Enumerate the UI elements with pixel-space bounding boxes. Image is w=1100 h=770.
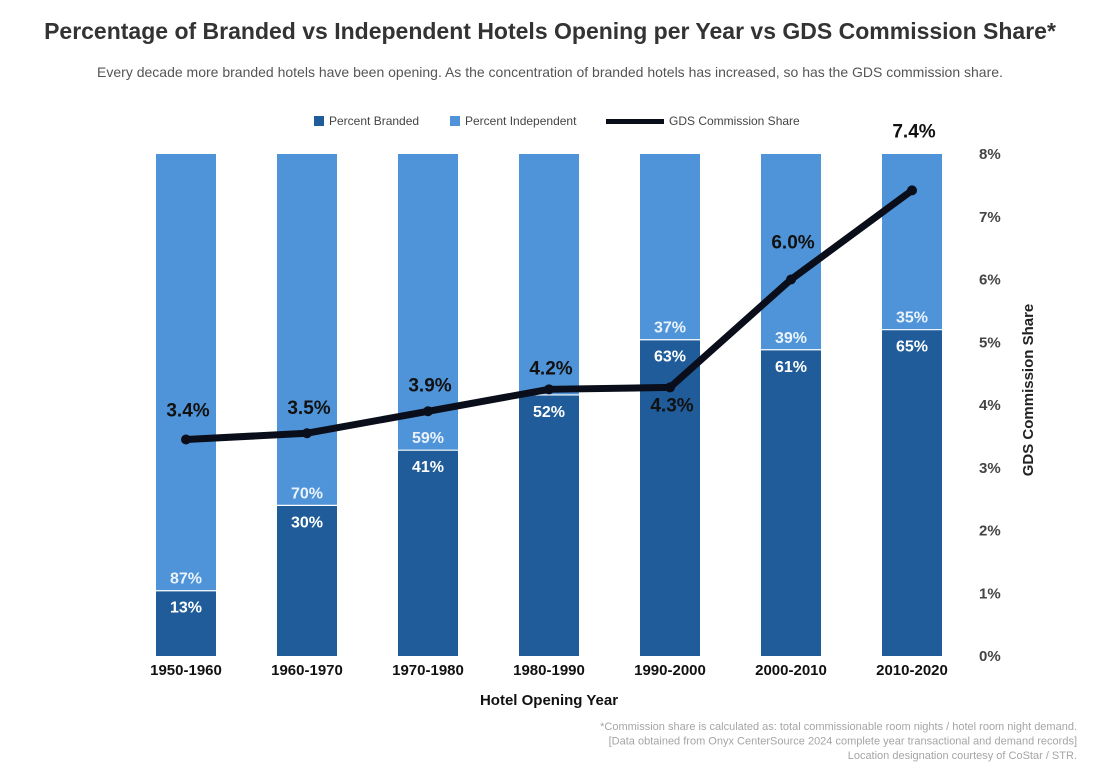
right-axis-ticks: 0% 1% 2% 3% 4% 5% 6% 7% 8% [979, 146, 1001, 665]
gds-point-2010-2020 [907, 185, 917, 196]
bar-branded-1950-1960 [156, 590, 216, 656]
legend-label-independent: Percent Independent [465, 114, 577, 128]
gds-label-2010-2020: 7.4% [892, 121, 935, 142]
bar-branded-2000-2010 [761, 349, 821, 656]
label-branded-1960-1970: 30% [291, 514, 323, 531]
footnote-line-1: [Data obtained from Onyx CenterSource 20… [609, 736, 1077, 748]
bar-independent-1950-1960 [156, 154, 216, 591]
footnote: *Commission share is calculated as: tota… [600, 721, 1077, 762]
gds-point-1960-1970 [302, 428, 312, 439]
bar-independent-2000-2010 [761, 154, 821, 350]
category-label-1970-1980: 1970-1980 [392, 662, 464, 679]
legend-label-gds: GDS Commission Share [669, 114, 800, 128]
bar-branded-1980-1990 [519, 394, 579, 656]
bar-independent-2010-2020 [882, 154, 942, 330]
legend-swatch-branded [314, 116, 324, 126]
bar-branded-1990-2000 [640, 339, 700, 656]
label-independent-2010-2020: 35% [896, 310, 928, 327]
bar-independent-1960-1970 [277, 154, 337, 506]
tick-label-4: 4% [979, 397, 1001, 414]
tick-label-2: 2% [979, 523, 1001, 540]
label-independent-1950-1960: 87% [170, 571, 202, 588]
label-branded-2000-2010: 61% [775, 359, 807, 376]
gds-label-1950-1960: 3.4% [166, 401, 209, 422]
tick-label-8: 8% [979, 146, 1001, 163]
bar-labels: 13% 87% 30% 70% 41% 59% 52% 63% 37% 61% 39% 65% 35% [170, 310, 928, 617]
category-label-1950-1960: 1950-1960 [150, 662, 222, 679]
legend-label-branded: Percent Branded [329, 114, 419, 128]
label-independent-1960-1970: 70% [291, 485, 323, 502]
gds-point-1970-1980 [423, 406, 433, 417]
label-independent-1970-1980: 59% [412, 430, 444, 447]
gds-label-1960-1970: 3.5% [287, 398, 330, 419]
bar-branded-1960-1970 [277, 505, 337, 656]
category-label-2000-2010: 2000-2010 [755, 662, 827, 679]
label-branded-2010-2020: 65% [896, 339, 928, 356]
tick-label-1: 1% [979, 585, 1001, 602]
category-label-1960-1970: 1960-1970 [271, 662, 343, 679]
x-axis-label: Hotel Opening Year [480, 692, 618, 709]
bar-independent-1970-1980 [398, 154, 458, 451]
label-branded-1950-1960: 13% [170, 600, 202, 617]
tick-label-3: 3% [979, 460, 1001, 477]
legend-swatch-gds [606, 119, 664, 124]
category-label-2010-2020: 2010-2020 [876, 662, 948, 679]
legend: Percent Branded Percent Independent GDS … [314, 114, 800, 128]
gds-point-2000-2010 [786, 274, 796, 285]
tick-label-5: 5% [979, 334, 1001, 351]
gds-label-1970-1980: 3.9% [408, 375, 451, 396]
bar-branded-1970-1980 [398, 450, 458, 656]
category-labels: 1950-1960 1960-1970 1970-1980 1980-1990 1990… [150, 662, 948, 679]
bar-independent-1990-2000 [640, 154, 700, 340]
bar-independent-1980-1990 [519, 154, 579, 395]
label-independent-1990-2000: 37% [654, 320, 686, 337]
legend-swatch-independent [450, 116, 460, 126]
gds-label-2000-2010: 6.0% [771, 233, 814, 254]
tick-label-7: 7% [979, 209, 1001, 226]
footnote-line-2: Location designation courtesy of CoStar … [848, 750, 1077, 762]
gds-label-1980-1990: 4.2% [529, 358, 572, 379]
gds-point-1950-1960 [181, 434, 191, 445]
right-axis-label: GDS Commission Share [1020, 304, 1037, 477]
label-independent-2000-2010: 39% [775, 330, 807, 347]
bars [156, 154, 942, 656]
gds-point-1980-1990 [544, 384, 554, 395]
line-layer: 3.4% 3.5% 3.9% 4.2% 4.3% 6.0% 7.4% [166, 121, 936, 445]
label-branded-1990-2000: 63% [654, 349, 686, 366]
label-branded-1970-1980: 41% [412, 459, 444, 476]
bar-branded-2010-2020 [882, 329, 942, 656]
gds-label-1990-2000: 4.3% [650, 395, 693, 416]
footnote-line-0: *Commission share is calculated as: tota… [600, 721, 1077, 733]
gds-point-1990-2000 [665, 382, 675, 393]
category-label-1980-1990: 1980-1990 [513, 662, 585, 679]
chart-subtitle: Every decade more branded hotels have be… [97, 64, 1003, 80]
tick-label-0: 0% [979, 648, 1001, 665]
chart-title: Percentage of Branded vs Independent Hot… [44, 18, 1056, 44]
label-branded-1980-1990: 52% [533, 404, 565, 421]
category-label-1990-2000: 1990-2000 [634, 662, 706, 679]
tick-label-6: 6% [979, 272, 1001, 289]
